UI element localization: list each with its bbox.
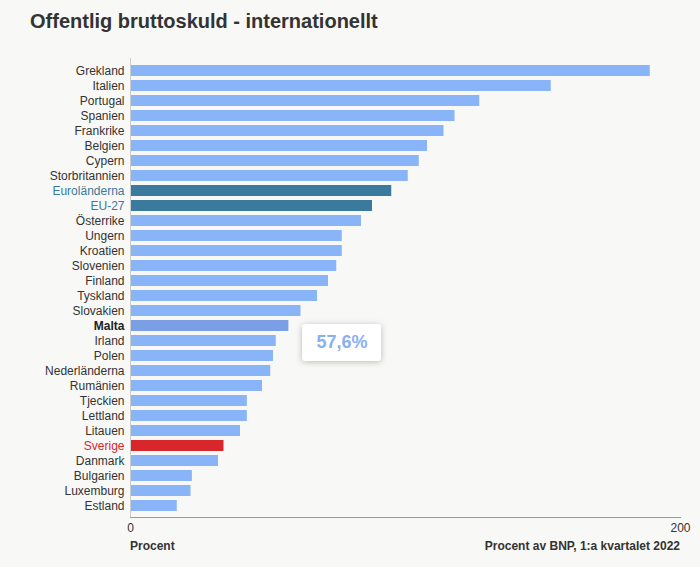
svg-text:Malta: Malta bbox=[94, 319, 125, 333]
html-text:Offentlig bruttoskuld - intern: Offentlig bruttoskuld - internationellt bbox=[30, 10, 378, 32]
svg-text:Rumänien: Rumänien bbox=[70, 379, 125, 393]
svg-text:Ungern: Ungern bbox=[85, 229, 124, 243]
svg-text:200: 200 bbox=[670, 521, 690, 535]
svg-text:Slovakien: Slovakien bbox=[72, 304, 124, 318]
svg-text:Litauen: Litauen bbox=[85, 424, 124, 438]
svg-text:Kroatien: Kroatien bbox=[80, 244, 125, 258]
svg-text:Polen: Polen bbox=[94, 349, 125, 363]
svg-text:Spanien: Spanien bbox=[80, 109, 124, 123]
html-text:57,6%: 57,6% bbox=[316, 331, 368, 352]
html-text:Procent av BNP, 1:a kvartalet: Procent av BNP, 1:a kvartalet 2022 bbox=[484, 539, 680, 553]
svg-text:Finland: Finland bbox=[85, 274, 124, 288]
svg-text:Portugal: Portugal bbox=[80, 94, 125, 108]
svg-text:Euroländerna: Euroländerna bbox=[52, 184, 124, 198]
svg-text:Tjeckien: Tjeckien bbox=[80, 394, 125, 408]
svg-text:Luxemburg: Luxemburg bbox=[64, 484, 124, 498]
svg-text:Nederländerna: Nederländerna bbox=[45, 364, 125, 378]
svg-text:EU-27: EU-27 bbox=[90, 199, 124, 213]
svg-text:Belgien: Belgien bbox=[84, 139, 124, 153]
svg-text:Bulgarien: Bulgarien bbox=[74, 469, 125, 483]
svg-text:Grekland: Grekland bbox=[76, 64, 125, 78]
svg-text:Danmark: Danmark bbox=[76, 454, 126, 468]
svg-text:Tyskland: Tyskland bbox=[77, 289, 124, 303]
svg-text:Österrike: Österrike bbox=[76, 214, 125, 228]
svg-text:Slovenien: Slovenien bbox=[72, 259, 125, 273]
svg-text:Storbritannien: Storbritannien bbox=[50, 169, 125, 183]
html-text:Procent: Procent bbox=[130, 539, 175, 553]
svg-text:Lettland: Lettland bbox=[82, 409, 125, 423]
svg-text:Irland: Irland bbox=[94, 334, 124, 348]
svg-text:Estland: Estland bbox=[84, 499, 124, 513]
svg-text:Sverige: Sverige bbox=[84, 439, 125, 453]
svg-text:0: 0 bbox=[127, 521, 134, 535]
svg-text:Italien: Italien bbox=[92, 79, 124, 93]
svg-text:Cypern: Cypern bbox=[86, 154, 125, 168]
svg-text:Frankrike: Frankrike bbox=[74, 124, 124, 138]
